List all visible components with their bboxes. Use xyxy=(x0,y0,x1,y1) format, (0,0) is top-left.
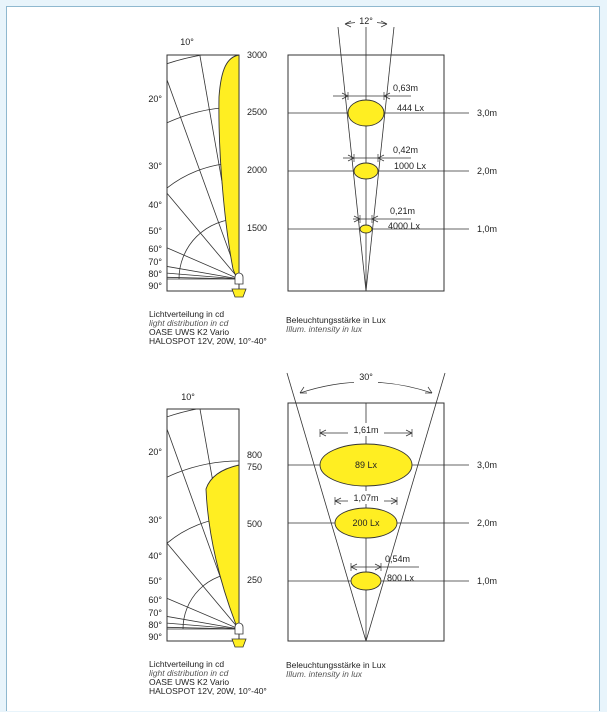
intensity-label: 1500 xyxy=(247,223,267,233)
distance-label: 1,0m xyxy=(477,224,497,234)
caption-right-bottom: Beleuchtungsstärke in Lux Illum. intensi… xyxy=(286,661,386,679)
intensity-label: 2000 xyxy=(247,165,267,175)
angle-label: 90° xyxy=(148,281,162,291)
light-distribution-lobe xyxy=(205,464,240,630)
lux-label: 1000 Lx xyxy=(394,161,427,171)
angle-label: 40° xyxy=(148,551,162,561)
distance-label: 1,0m xyxy=(477,576,497,586)
angle-label: 20° xyxy=(148,447,162,457)
intensity-label: 500 xyxy=(247,519,262,529)
spot-diameter-label: 0,63m xyxy=(393,83,418,93)
intensity-label: 750 xyxy=(247,462,262,472)
distance-label: 3,0m xyxy=(477,460,497,470)
caption-line-italic: Illum. intensity in lux xyxy=(286,324,363,334)
polar-top-angle: 10° xyxy=(181,392,195,402)
caption-line-italic: light distribution in cd xyxy=(149,318,229,328)
spot-diameter-label: 1,07m xyxy=(353,493,378,503)
polar-diagram-top: 10° 20° 30° 40° 50° 60° 70° 80° 90° 3000… xyxy=(148,37,267,298)
caption-line: Lichtverteilung in cd xyxy=(149,659,225,669)
lux-label: 89 Lx xyxy=(355,460,378,470)
angle-label: 30° xyxy=(148,161,162,171)
diagram-canvas: 10° 20° 30° 40° 50° 60° 70° 80° 90° 3000… xyxy=(148,15,497,648)
caption-line-italic: light distribution in cd xyxy=(149,668,229,678)
beam-diagram-top: 12° 0,63m 444 Lx 3,0m 0,42m 1000 Lx 2,0m… xyxy=(287,15,497,292)
angle-label: 50° xyxy=(148,226,162,236)
spot-diameter-label: 0,54m xyxy=(385,554,410,564)
caption-right-top: Beleuchtungsstärke in Lux Illum. intensi… xyxy=(286,316,386,334)
distance-label: 2,0m xyxy=(477,166,497,176)
light-distribution-lobe xyxy=(218,54,240,280)
angle-label: 50° xyxy=(148,576,162,586)
lux-label: 200 Lx xyxy=(352,518,380,528)
lux-label: 800 Lx xyxy=(387,573,415,583)
angle-label: 30° xyxy=(148,515,162,525)
caption-line: HALOSPOT 12V, 20W, 10°-40° xyxy=(149,336,267,346)
distance-label: 2,0m xyxy=(477,518,497,528)
lamp-icon xyxy=(231,288,247,298)
caption-line: Beleuchtungsstärke in Lux xyxy=(286,660,386,670)
light-spot xyxy=(353,162,379,180)
caption-left-top: Lichtverteilung in cd light distribution… xyxy=(149,310,267,346)
lamp-socket-icon xyxy=(234,272,244,285)
polar-diagram-bottom: 10° 20° 30° 40° 50° 60° 70° 80° 90° 800 … xyxy=(148,392,262,648)
sheet: 10° 20° 30° 40° 50° 60° 70° 80° 90° 3000… xyxy=(6,6,600,711)
lamp-socket-icon xyxy=(234,622,244,635)
angle-label: 70° xyxy=(148,257,162,267)
angle-label: 60° xyxy=(148,244,162,254)
spot-diameter-label: 0,42m xyxy=(393,145,418,155)
angle-label: 60° xyxy=(148,595,162,605)
beam-diagram-bottom: 30° 1,61m 89 Lx 3,0m 1,07m 200 Lx 2,0m 0… xyxy=(286,370,497,642)
angle-label: 90° xyxy=(148,632,162,642)
angle-label: 40° xyxy=(148,200,162,210)
angle-label: 20° xyxy=(148,94,162,104)
lux-label: 4000 Lx xyxy=(388,221,421,231)
angle-label: 80° xyxy=(148,620,162,630)
intensity-label: 2500 xyxy=(247,107,267,117)
polar-top-angle: 10° xyxy=(180,37,194,47)
spot-diameter-label: 0,21m xyxy=(390,206,415,216)
caption-line: OASE UWS K2 Vario xyxy=(149,327,230,337)
beam-angle-label: 30° xyxy=(359,372,373,382)
caption-line-italic: Illum. intensity in lux xyxy=(286,669,363,679)
caption-line: Beleuchtungsstärke in Lux xyxy=(286,315,386,325)
intensity-label: 3000 xyxy=(247,50,267,60)
intensity-label: 250 xyxy=(247,575,262,585)
lux-label: 444 Lx xyxy=(397,103,425,113)
lamp-icon xyxy=(231,638,247,648)
light-spot xyxy=(359,224,373,234)
intensity-label: 800 xyxy=(247,450,262,460)
caption-left-bottom: Lichtverteilung in cd light distribution… xyxy=(149,660,267,696)
angle-label: 70° xyxy=(148,608,162,618)
caption-line: HALOSPOT 12V, 20W, 10°-40° xyxy=(149,686,267,696)
light-spot xyxy=(319,443,413,487)
spot-diameter-label: 1,61m xyxy=(353,425,378,435)
beam-angle-label: 12° xyxy=(359,16,373,26)
light-spot xyxy=(347,99,385,127)
angle-label: 80° xyxy=(148,269,162,279)
light-spot xyxy=(334,507,398,539)
caption-line: OASE UWS K2 Vario xyxy=(149,677,230,687)
caption-line: Lichtverteilung in cd xyxy=(149,309,225,319)
distance-label: 3,0m xyxy=(477,108,497,118)
light-spot xyxy=(350,571,382,591)
